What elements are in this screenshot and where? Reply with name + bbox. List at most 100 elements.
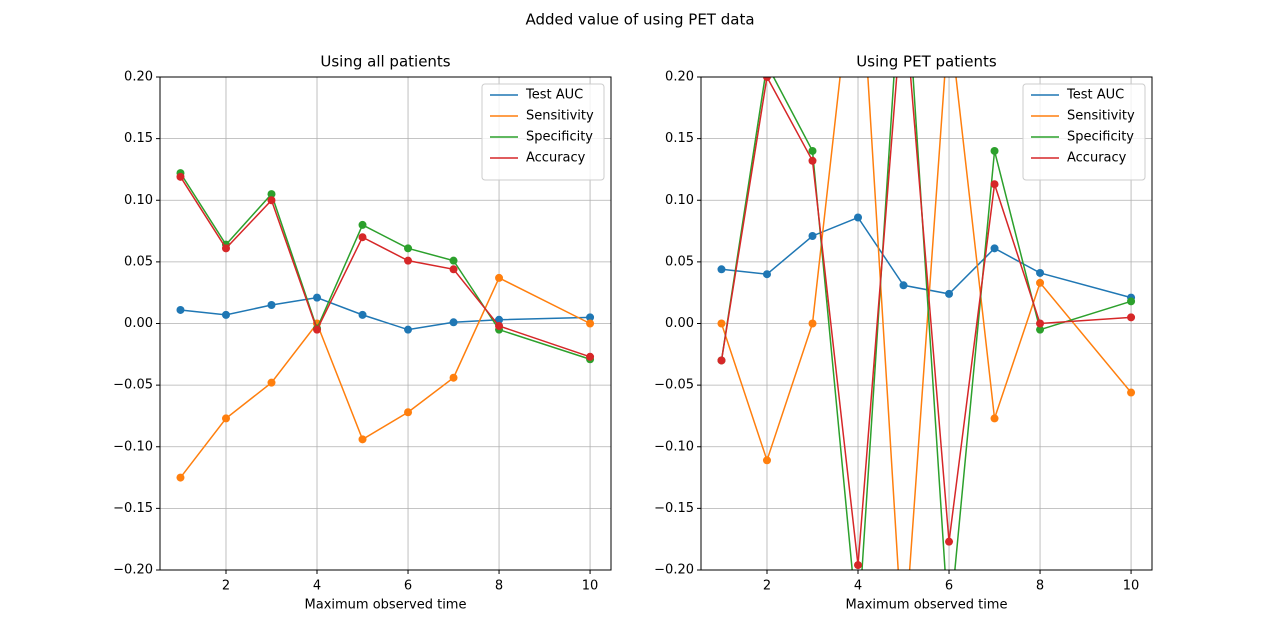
data-point bbox=[358, 435, 367, 444]
data-point bbox=[358, 220, 367, 229]
data-point bbox=[1127, 388, 1136, 397]
y-tick-label: 0.20 bbox=[665, 70, 694, 85]
legend-box bbox=[481, 83, 605, 181]
data-point bbox=[267, 301, 276, 310]
data-point bbox=[586, 313, 595, 322]
data-point bbox=[717, 265, 726, 274]
data-point bbox=[404, 256, 413, 265]
data-point bbox=[404, 325, 413, 334]
legend-label: Accuracy bbox=[1067, 151, 1127, 166]
y-tick-label: 0.05 bbox=[665, 254, 694, 269]
x-axis-label: Maximum observed time bbox=[846, 598, 1008, 613]
data-point bbox=[176, 473, 185, 482]
data-point bbox=[808, 156, 817, 165]
legend-label: Test AUC bbox=[525, 88, 583, 103]
data-point bbox=[808, 146, 817, 155]
data-point bbox=[854, 213, 863, 222]
axes-title: Using all patients bbox=[320, 53, 450, 71]
legend-label: Sensitivity bbox=[1067, 109, 1135, 124]
data-point bbox=[404, 244, 413, 253]
data-point bbox=[808, 319, 817, 328]
data-point bbox=[267, 378, 276, 387]
data-point bbox=[313, 293, 322, 302]
data-point bbox=[717, 319, 726, 328]
data-point bbox=[762, 456, 771, 465]
x-tick-label: 10 bbox=[582, 579, 599, 594]
data-point bbox=[449, 373, 458, 382]
legend-label: Specificity bbox=[526, 130, 593, 145]
axes-frame bbox=[159, 76, 612, 571]
data-point bbox=[1036, 319, 1045, 328]
data-point bbox=[495, 321, 504, 330]
data-point bbox=[449, 265, 458, 274]
data-point bbox=[495, 315, 504, 324]
y-tick-label: 0.00 bbox=[665, 316, 694, 331]
y-tick-label: 0.05 bbox=[124, 254, 153, 269]
y-tick-label: −0.10 bbox=[113, 439, 153, 454]
legend-label: Test AUC bbox=[1066, 88, 1124, 103]
data-point bbox=[762, 270, 771, 279]
x-axis-label: Maximum observed time bbox=[305, 598, 467, 613]
data-point bbox=[1036, 325, 1045, 334]
x-tick-label: 4 bbox=[313, 579, 321, 594]
x-tick-label: 8 bbox=[1036, 579, 1044, 594]
data-point bbox=[990, 146, 999, 155]
y-tick-label: −0.20 bbox=[654, 563, 694, 578]
y-tick-label: 0.20 bbox=[124, 70, 153, 85]
data-point bbox=[449, 256, 458, 265]
data-point bbox=[854, 561, 863, 570]
data-point bbox=[586, 352, 595, 361]
x-tick-label: 6 bbox=[404, 579, 412, 594]
data-point bbox=[1127, 297, 1136, 306]
legend-label: Accuracy bbox=[526, 151, 586, 166]
series-line bbox=[720, 77, 1132, 570]
x-tick-label: 2 bbox=[222, 579, 230, 594]
plot-area bbox=[176, 169, 595, 482]
data-point bbox=[586, 319, 595, 328]
legend-label: Sensitivity bbox=[526, 109, 594, 124]
data-point bbox=[1036, 278, 1045, 287]
y-tick-label: 0.10 bbox=[124, 193, 153, 208]
data-point bbox=[762, 77, 771, 81]
y-tick-label: 0.15 bbox=[124, 131, 153, 146]
data-point bbox=[358, 233, 367, 242]
y-tick-label: 0.15 bbox=[665, 131, 694, 146]
x-tick-label: 4 bbox=[854, 579, 862, 594]
figure-title: Added value of using PET data bbox=[525, 11, 754, 29]
x-tick-label: 8 bbox=[495, 579, 503, 594]
data-point bbox=[221, 414, 230, 423]
data-point bbox=[449, 318, 458, 327]
legend-label: Specificity bbox=[1067, 130, 1134, 145]
axes-frame bbox=[700, 76, 1153, 571]
y-tick-label: −0.15 bbox=[654, 501, 694, 516]
x-tick-label: 10 bbox=[1123, 579, 1140, 594]
data-point bbox=[358, 310, 367, 319]
data-point bbox=[404, 408, 413, 417]
y-tick-label: −0.05 bbox=[654, 378, 694, 393]
data-point bbox=[221, 310, 230, 319]
data-point bbox=[945, 289, 954, 298]
series-line bbox=[720, 77, 1132, 566]
data-point bbox=[176, 172, 185, 181]
data-point bbox=[495, 273, 504, 282]
y-tick-label: −0.10 bbox=[654, 439, 694, 454]
data-point bbox=[313, 325, 322, 334]
series-line bbox=[720, 77, 1132, 570]
data-point bbox=[808, 231, 817, 240]
data-point bbox=[176, 305, 185, 314]
x-tick-label: 2 bbox=[763, 579, 771, 594]
y-tick-label: 0.00 bbox=[124, 316, 153, 331]
y-tick-label: −0.20 bbox=[113, 563, 153, 578]
data-point bbox=[1036, 268, 1045, 277]
data-point bbox=[221, 244, 230, 253]
axes-title: Using PET patients bbox=[856, 53, 997, 71]
data-point bbox=[990, 180, 999, 189]
data-point bbox=[267, 190, 276, 199]
plot-area bbox=[717, 77, 1136, 570]
y-tick-label: −0.05 bbox=[113, 378, 153, 393]
data-point bbox=[945, 537, 954, 546]
data-point bbox=[267, 196, 276, 205]
data-point bbox=[1127, 313, 1136, 322]
x-tick-label: 6 bbox=[945, 579, 953, 594]
